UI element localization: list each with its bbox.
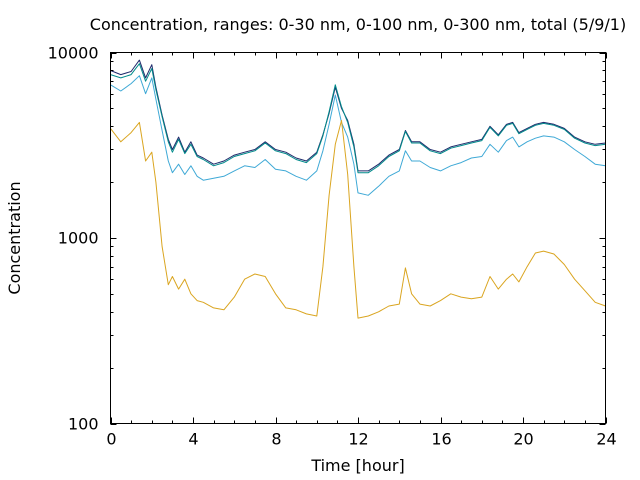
axes-layer: 0 4 8 12 16 20 24 100 1000 10000 — [48, 44, 617, 449]
x-tick-label: 20 — [513, 430, 533, 449]
x-tick-label: 16 — [431, 430, 451, 449]
x-tick-label: 4 — [188, 430, 198, 449]
series-line-1 — [110, 59, 606, 172]
series-line-3 — [110, 75, 606, 196]
x-tick-label: 12 — [348, 430, 368, 449]
x-tick-label: 0 — [106, 430, 116, 449]
series-line-2 — [110, 63, 606, 174]
y-tick-label: 10000 — [48, 44, 99, 63]
y-tick-label: 100 — [68, 415, 99, 434]
y-axis-label: Concentration — [5, 181, 24, 294]
plot-frame — [110, 52, 606, 424]
series-layer — [110, 59, 606, 319]
y-tick-label: 1000 — [58, 229, 99, 248]
x-tick-label: 8 — [271, 430, 281, 449]
chart-title: Concentration, ranges: 0-30 nm, 0-100 nm… — [90, 15, 626, 34]
x-axis-label: Time [hour] — [310, 456, 404, 475]
x-tick-label: 24 — [596, 430, 616, 449]
series-line-4 — [110, 120, 606, 319]
